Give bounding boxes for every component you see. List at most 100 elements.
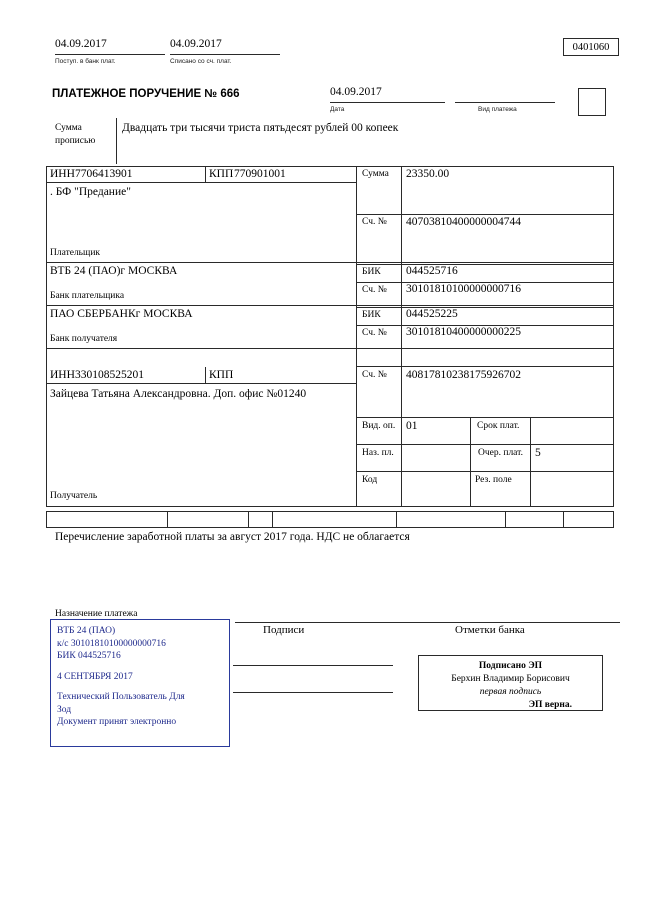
written-off-date-underline xyxy=(170,54,280,55)
term-value-divider xyxy=(530,417,531,506)
table-label-column-divider xyxy=(401,166,402,506)
sum-value: 23350.00 xyxy=(406,168,450,180)
sum-in-words-divider xyxy=(116,118,117,164)
payee-account-value: 40817810238175926702 xyxy=(406,369,521,381)
received-date-caption: Поступ. в банк плат. xyxy=(55,58,116,65)
signatures-top-rule xyxy=(235,622,620,623)
payee-bank-block-border xyxy=(46,348,614,349)
budget-cell-divider xyxy=(248,511,249,527)
op-type-value: 01 xyxy=(406,420,418,432)
payer-bank-bik-label: БИК xyxy=(362,267,381,277)
bank-stamp-line-3: первая подпись xyxy=(479,687,542,697)
received-date-underline xyxy=(55,54,165,55)
payer-inn-value: 7706413901 xyxy=(75,168,133,180)
bank-stamp-line-4: ЭП верна. xyxy=(528,700,572,710)
payee-name: Зайцева Татьяна Александровна. Доп. офис… xyxy=(50,388,307,400)
op-fields-value-divider xyxy=(401,417,402,506)
budget-cells-bottom-border xyxy=(46,527,614,528)
payee-inn-row-border xyxy=(46,383,356,384)
sum-label: Сумма xyxy=(362,169,389,179)
payee-kpp-label: КПП xyxy=(209,369,234,381)
budget-cell-divider xyxy=(563,511,564,527)
written-off-date-caption: Списано со сч. плат. xyxy=(170,58,232,65)
payment-kind-box xyxy=(578,88,606,116)
payee-bank-bik-value: 044525225 xyxy=(406,308,458,320)
signatures-caption: Подписи xyxy=(263,624,305,636)
document-date-caption: Дата xyxy=(330,106,345,113)
sum-row-border xyxy=(356,214,614,215)
bank-marks-caption: Отметки банка xyxy=(455,624,525,636)
payee-caption: Получатель xyxy=(50,491,98,501)
payer-account-label: Сч. № xyxy=(362,217,387,227)
esig-user-line-1: Технический Пользователь Для xyxy=(57,692,185,702)
table-left-border xyxy=(46,166,47,506)
payer-bank-account-label: Сч. № xyxy=(362,285,387,295)
budget-cells-top-border xyxy=(46,511,614,512)
op-type-row-border xyxy=(356,417,614,418)
electronic-signature-stamp: ВТБ 24 (ПАО) к/с 30101810100000000716 БИ… xyxy=(50,619,230,747)
signature-line-2 xyxy=(233,692,393,693)
payee-bank-bik-row-border xyxy=(356,325,614,326)
payer-bank-bik-row-border xyxy=(356,282,614,283)
budget-cell-divider xyxy=(167,511,168,527)
esig-bank-name: ВТБ 24 (ПАО) xyxy=(57,626,116,636)
payer-bank-account-row-border xyxy=(356,307,614,308)
payee-inn-value: 330108525201 xyxy=(75,369,144,381)
sum-in-words-label: Сумма прописью xyxy=(55,123,96,146)
term-label: Срок плат. xyxy=(477,421,520,431)
purpose-code-label: Наз. пл. xyxy=(362,448,394,458)
payee-bank-name: ПАО СБЕРБАНКг МОСКВА xyxy=(50,308,193,320)
payment-kind-caption: Вид платежа xyxy=(478,106,517,113)
table-bottom-border xyxy=(46,506,614,507)
bank-stamp-line-1: Подписано ЭП xyxy=(478,661,543,671)
term-label-divider xyxy=(470,417,471,506)
esig-accepted: Документ принят электронно xyxy=(57,717,177,727)
payment-purpose-caption: Назначение платежа xyxy=(55,609,138,619)
esig-user-line-2: Зод xyxy=(57,704,72,715)
table-top-border xyxy=(46,166,614,167)
payer-inn-label: ИНН xyxy=(50,168,75,180)
bank-signature-stamp: Подписано ЭП Берхин Владимир Борисович п… xyxy=(418,655,603,711)
priority-value: 5 xyxy=(535,447,541,459)
payee-inn-kpp-divider xyxy=(205,367,206,383)
form-code-box: 0401060 xyxy=(563,38,619,56)
payee-account-label: Сч. № xyxy=(362,370,387,380)
priority-label: Очер. плат. xyxy=(478,448,523,458)
payer-kpp-value: 770901001 xyxy=(234,168,286,180)
document-date-underline xyxy=(330,102,445,103)
payee-inn-label: ИНН xyxy=(50,369,75,381)
budget-cell-divider xyxy=(613,511,614,527)
esig-spacer-2 xyxy=(57,683,223,691)
op-type-label: Вид. оп. xyxy=(362,421,396,431)
payer-inn-kpp-divider xyxy=(205,166,206,182)
code-label: Код xyxy=(362,475,378,485)
table-right-border xyxy=(613,166,614,506)
sum-in-words-value: Двадцать три тысячи триста пятьдесят руб… xyxy=(122,122,399,134)
payer-bank-bik-value: 044525716 xyxy=(406,265,458,277)
payer-account-row-border xyxy=(356,264,614,265)
reserve-label: Рез. поле xyxy=(475,475,512,485)
payer-bank-caption: Банк плательщика xyxy=(50,291,125,301)
page-title: ПЛАТЕЖНОЕ ПОРУЧЕНИЕ № 666 xyxy=(52,88,240,100)
payer-inn-row-border xyxy=(46,182,356,183)
code-row-border xyxy=(356,471,614,472)
esig-bik: БИК 044525716 xyxy=(57,651,121,661)
signature-line-1 xyxy=(233,665,393,666)
payer-bank-name: ВТБ 24 (ПАО)г МОСКВА xyxy=(50,265,178,277)
payer-block-border xyxy=(46,262,614,263)
esig-corr-account: к/с 30101810100000000716 xyxy=(57,638,166,649)
esig-date: 4 СЕНТЯБРЯ 2017 xyxy=(57,671,133,682)
payer-bank-block-border xyxy=(46,305,614,306)
payer-account-value: 40703810400000004744 xyxy=(406,216,521,228)
payer-bank-account-value: 30101810100000000716 xyxy=(406,283,521,295)
payment-purpose-text: Перечисление заработной платы за август … xyxy=(55,531,410,543)
table-middle-divider xyxy=(356,166,357,506)
bank-stamp-line-2: Берхин Владимир Борисович xyxy=(451,674,570,684)
received-in-bank-date: 04.09.2017 xyxy=(55,38,107,50)
budget-cell-divider xyxy=(396,511,397,527)
written-off-date: 04.09.2017 xyxy=(170,38,222,50)
purpose-code-row-border xyxy=(356,444,614,445)
payer-name: . БФ "Предание" xyxy=(50,186,131,198)
payee-bank-account-label: Сч. № xyxy=(362,328,387,338)
budget-cell-divider xyxy=(272,511,273,527)
